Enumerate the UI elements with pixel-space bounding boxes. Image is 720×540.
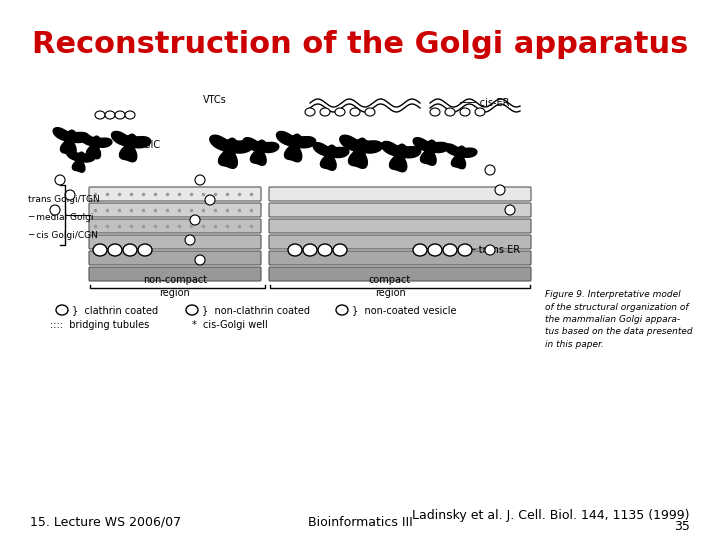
Polygon shape [243, 138, 279, 165]
Polygon shape [382, 141, 420, 172]
Text: Ladinsky et al. J. Cell. Biol. 144, 1135 (1999): Ladinsky et al. J. Cell. Biol. 144, 1135… [413, 509, 690, 522]
Text: 35: 35 [674, 519, 690, 532]
FancyBboxPatch shape [89, 267, 261, 281]
Text: compact
region: compact region [369, 275, 411, 298]
Text: ─── cis-ER: ─── cis-ER [459, 98, 510, 108]
Polygon shape [66, 150, 95, 172]
Circle shape [485, 165, 495, 175]
Text: }  clathrin coated: } clathrin coated [72, 305, 158, 315]
Text: trans Golgi/TGN: trans Golgi/TGN [28, 195, 100, 205]
Ellipse shape [335, 108, 345, 116]
FancyBboxPatch shape [89, 203, 261, 217]
Ellipse shape [365, 108, 375, 116]
Ellipse shape [413, 244, 427, 256]
Circle shape [50, 205, 60, 215]
Polygon shape [112, 131, 150, 162]
Ellipse shape [475, 108, 485, 116]
Text: }  non-coated vesicle: } non-coated vesicle [352, 305, 456, 315]
Text: ─ medial Golgi: ─ medial Golgi [28, 213, 94, 222]
Circle shape [55, 175, 65, 185]
Circle shape [65, 190, 75, 200]
Ellipse shape [333, 244, 347, 256]
Polygon shape [53, 127, 89, 156]
Polygon shape [210, 135, 253, 168]
Circle shape [205, 195, 215, 205]
Text: *  cis-Golgi well: * cis-Golgi well [192, 320, 268, 330]
Text: ERGIC: ERGIC [130, 140, 160, 150]
Polygon shape [340, 135, 382, 168]
Ellipse shape [320, 108, 330, 116]
Ellipse shape [93, 244, 107, 256]
Ellipse shape [138, 244, 152, 256]
Ellipse shape [458, 244, 472, 256]
Circle shape [495, 185, 505, 195]
Circle shape [195, 255, 205, 265]
Circle shape [485, 245, 495, 255]
Polygon shape [413, 138, 449, 165]
Text: ::::  bridging tubules: :::: bridging tubules [50, 320, 149, 330]
FancyBboxPatch shape [89, 187, 261, 201]
Polygon shape [276, 131, 315, 162]
Circle shape [195, 175, 205, 185]
Text: ─ cis Golgi/CGN: ─ cis Golgi/CGN [28, 231, 98, 240]
Bar [30, 90, 530, 455]
Circle shape [185, 235, 195, 245]
Ellipse shape [56, 305, 68, 315]
Ellipse shape [105, 111, 115, 119]
Text: }  non-clathrin coated: } non-clathrin coated [202, 305, 310, 315]
FancyBboxPatch shape [89, 251, 261, 265]
Ellipse shape [318, 244, 332, 256]
Text: 15. Lecture WS 2006/07: 15. Lecture WS 2006/07 [30, 516, 181, 529]
Text: Reconstruction of the Golgi apparatus: Reconstruction of the Golgi apparatus [32, 30, 688, 59]
Ellipse shape [460, 108, 470, 116]
FancyBboxPatch shape [269, 187, 531, 201]
Polygon shape [445, 144, 477, 168]
Circle shape [505, 205, 515, 215]
Ellipse shape [123, 244, 137, 256]
Ellipse shape [186, 305, 198, 315]
FancyBboxPatch shape [269, 267, 531, 281]
FancyBboxPatch shape [269, 219, 531, 233]
Ellipse shape [115, 111, 125, 119]
FancyBboxPatch shape [269, 235, 531, 249]
Ellipse shape [430, 108, 440, 116]
Circle shape [190, 215, 200, 225]
Text: VTCs: VTCs [203, 95, 227, 105]
Ellipse shape [305, 108, 315, 116]
Ellipse shape [350, 108, 360, 116]
Text: non-compact
region: non-compact region [143, 275, 207, 298]
FancyBboxPatch shape [269, 251, 531, 265]
Ellipse shape [303, 244, 317, 256]
Ellipse shape [95, 111, 105, 119]
Text: ─── trans ER: ─── trans ER [458, 245, 520, 255]
Text: Figure 9. Interpretative model
of the structural organization of
the mammalian G: Figure 9. Interpretative model of the st… [545, 290, 693, 349]
Polygon shape [80, 134, 112, 159]
Text: Bioinformatics III: Bioinformatics III [307, 516, 413, 529]
Ellipse shape [108, 244, 122, 256]
Ellipse shape [443, 244, 457, 256]
Polygon shape [313, 143, 348, 170]
FancyBboxPatch shape [89, 235, 261, 249]
Ellipse shape [428, 244, 442, 256]
Ellipse shape [125, 111, 135, 119]
Ellipse shape [288, 244, 302, 256]
FancyBboxPatch shape [89, 219, 261, 233]
FancyBboxPatch shape [269, 203, 531, 217]
Ellipse shape [336, 305, 348, 315]
Ellipse shape [445, 108, 455, 116]
